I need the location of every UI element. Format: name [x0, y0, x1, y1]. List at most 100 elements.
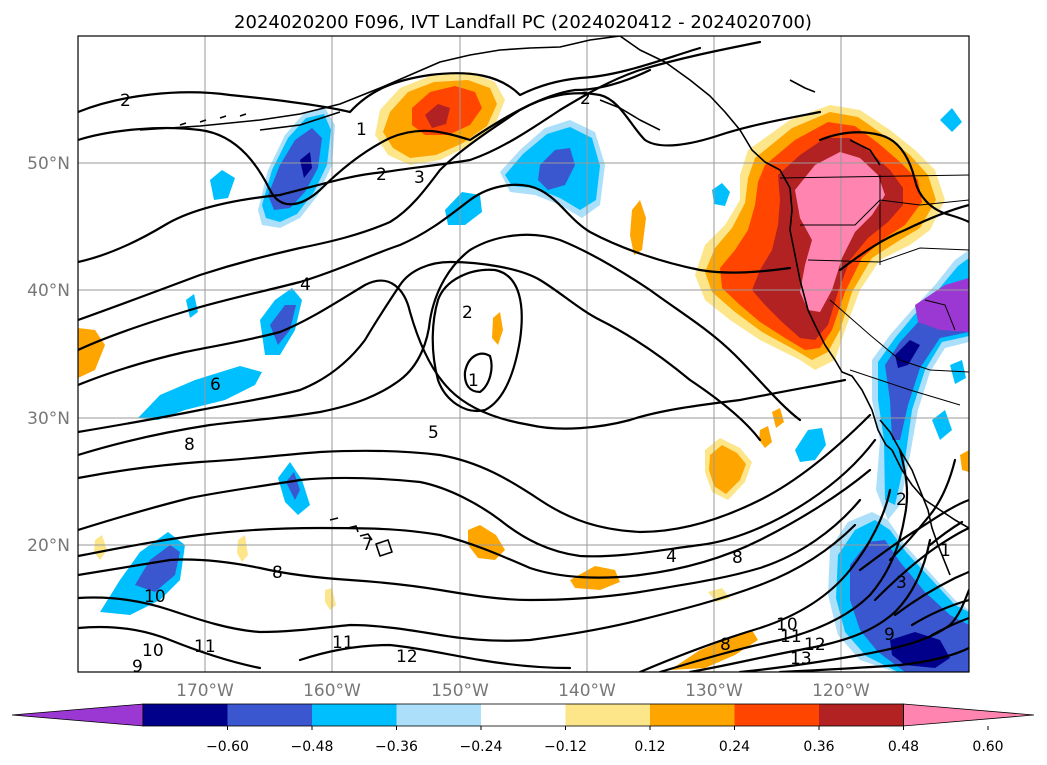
negative-anomaly-region [138, 366, 262, 420]
contour-label: 5 [428, 423, 439, 443]
contour-label: 2 [462, 303, 473, 323]
negative-anomaly-region [286, 472, 300, 500]
graticule [78, 36, 969, 672]
colorbar-segment [819, 704, 904, 726]
contour-line [78, 68, 652, 206]
contour-lines [78, 40, 969, 672]
lon-label: 140°W [558, 681, 616, 701]
negative-anomaly-region [895, 340, 920, 368]
contour-line [78, 183, 792, 352]
colorbar-segment [143, 704, 228, 726]
negative-anomaly-region [445, 192, 482, 225]
negative-anomaly-region [850, 540, 969, 672]
contour-line [78, 625, 262, 670]
contour-label: 8 [732, 548, 743, 568]
negative-anomaly-region [268, 128, 322, 210]
contour-label: 9 [884, 625, 895, 645]
contour-line [738, 588, 969, 672]
positive-anomaly-region [94, 535, 107, 560]
lat-label: 30°N [27, 409, 70, 429]
colorbar-tick-label: 0.36 [803, 739, 834, 755]
contour-label: 4 [300, 275, 311, 295]
colorbar-extend-low [11, 703, 144, 727]
contour-label: 8 [184, 435, 195, 455]
contour-line [78, 498, 862, 602]
colorbar-tick-label: 0.24 [719, 739, 750, 755]
colorbar-extend-high [903, 703, 1035, 727]
contour-label: 3 [896, 573, 907, 593]
colorbar-frame [142, 703, 904, 727]
colorbar-segment [396, 704, 481, 726]
contour-line [78, 260, 762, 442]
negative-anomaly-region [270, 305, 296, 345]
positive-anomaly-region [759, 426, 772, 448]
contour-label: 7 [362, 535, 373, 555]
contour-line [298, 643, 572, 670]
contour-label: 2 [120, 91, 131, 111]
negative-anomaly-region [950, 360, 966, 384]
contour-line [658, 448, 909, 672]
colorbar-tick-label: −0.48 [291, 739, 334, 755]
contour-label: 11 [780, 627, 802, 647]
contour-line [78, 279, 847, 430]
colorbar-tick-label: 0.48 [888, 739, 919, 755]
contour-line [431, 268, 523, 413]
colorbar-tick-label: 0.12 [634, 739, 665, 755]
positive-anomaly-region [630, 200, 646, 255]
positive-anomaly-region [468, 525, 505, 560]
map-panel: 2 1 2 3 2 4 2 1 6 5 8 7 8 10 11 10 9 11 … [77, 35, 970, 673]
contour-label: 13 [790, 649, 812, 669]
contour-label: 2 [376, 165, 387, 185]
positive-anomaly-region [709, 445, 746, 494]
contour-label: 12 [804, 635, 826, 655]
lat-label: 20°N [27, 536, 70, 556]
longitude-labels: 170°W 160°W 150°W 140°W 130°W 120°W [176, 681, 870, 701]
contour-line [78, 46, 702, 114]
negative-anomaly-region [795, 428, 826, 462]
lon-label: 160°W [303, 681, 361, 701]
contour-label: 8 [272, 563, 283, 583]
negative-anomaly-region [210, 170, 235, 200]
contour-label: 10 [144, 587, 166, 607]
coastlines [139, 36, 969, 576]
contour-line [930, 616, 969, 637]
colorbar-segment [481, 704, 566, 726]
colorbar-segment [227, 704, 312, 726]
map-frame [77, 35, 970, 673]
contour-line [893, 570, 969, 617]
contour-line [873, 526, 969, 602]
negative-anomaly-region [300, 152, 312, 178]
lon-label: 150°W [431, 681, 489, 701]
contour-label: 4 [666, 547, 677, 567]
contour-line [78, 438, 877, 558]
contour-line [818, 131, 969, 224]
colorbar-segment [312, 704, 397, 726]
negative-anomaly-region [915, 278, 969, 332]
contour-label: 12 [396, 647, 418, 667]
contour-label: 1 [940, 541, 951, 561]
contour-line [463, 352, 493, 394]
contour-line [888, 458, 957, 562]
positive-anomaly-region [237, 535, 248, 562]
contour-line [928, 520, 964, 547]
colorbar-tick-label: 0.60 [972, 739, 1003, 755]
positive-anomaly-region [425, 104, 450, 128]
latitude-labels: 50°N 40°N 30°N 20°N [27, 154, 70, 556]
contour-line [78, 40, 762, 264]
lon-label: 120°W [812, 681, 870, 701]
colorbar-segment [650, 704, 735, 726]
lat-label: 40°N [27, 281, 70, 301]
negative-anomaly-region [186, 294, 198, 318]
figure-title: 2024020200 F096, IVT Landfall PC (202402… [234, 12, 812, 33]
contour-line [78, 468, 872, 579]
contour-label: 11 [194, 637, 216, 657]
positive-anomaly-region [960, 450, 969, 472]
contour-label: 10 [142, 641, 164, 661]
colorbar: −0.60 −0.48 −0.36 −0.24 −0.12 0.12 0.24 0.36 0.4… [11, 703, 1035, 755]
contour-label: 6 [210, 375, 221, 395]
positive-anomaly-region [795, 152, 885, 312]
colorbar-tick-label: −0.24 [460, 739, 503, 755]
positive-anomaly-region [325, 588, 336, 610]
contour-line [78, 92, 822, 322]
contour-label: 1 [468, 371, 479, 391]
